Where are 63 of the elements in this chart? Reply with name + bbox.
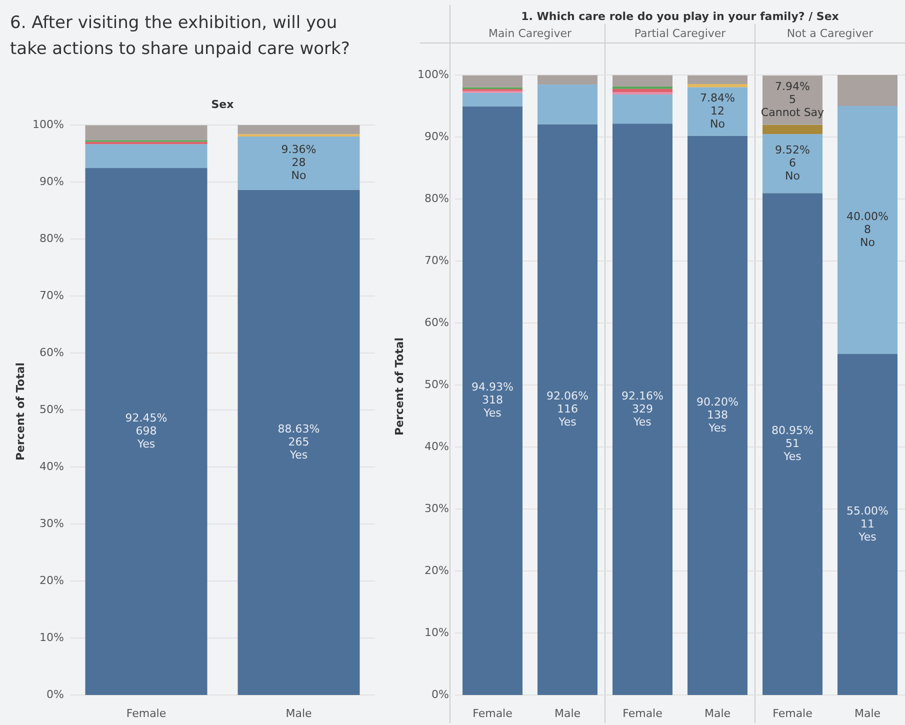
series-label: No (291, 169, 306, 182)
data-label: 92.45% 698 (125, 412, 168, 438)
data-label: 40.00% 8 (846, 210, 888, 236)
y-tick-label: 90% (424, 130, 449, 144)
y-tick-label: 0% (46, 688, 64, 702)
text: Yes (708, 421, 726, 434)
y-tick-label: 10% (424, 626, 449, 640)
x-tick-label: Male (286, 707, 312, 720)
data-label: 9.52% 6 (775, 144, 810, 170)
y-tick-label: 40% (424, 440, 449, 454)
data-label: 92.16% 329 (622, 389, 664, 416)
series-label: Yes (482, 406, 502, 420)
y-tick-label: 60% (424, 316, 449, 330)
text: Yes (634, 415, 652, 428)
data-label: 7.84% 12 (700, 91, 735, 118)
text: Yes (858, 530, 876, 544)
text: No (785, 170, 800, 183)
x-tick-label: Male (554, 707, 581, 720)
text: Yes (558, 416, 576, 429)
x-tick-label: Male (704, 707, 731, 720)
y-tick-label: 20% (40, 574, 64, 588)
y-axis-title: Percent of Total (14, 362, 27, 461)
y-tick-label: 60% (40, 346, 64, 360)
y-tick-label: 90% (40, 175, 64, 188)
y-tick-label: 30% (424, 502, 449, 516)
x-axis-title: 1. Which care role do you play in your family? / Sex (521, 10, 839, 23)
data-label: 80.95% 51 (772, 424, 814, 450)
data-label: 90.20% 138 (696, 395, 738, 422)
data-label: 7.94% 5 (775, 80, 810, 106)
y-tick-label: 40% (40, 460, 64, 474)
text: No (860, 236, 875, 250)
data-label: 94.93% 318 (472, 380, 514, 407)
y-tick-label: 20% (424, 564, 449, 578)
y-tick-label: 30% (40, 517, 64, 530)
series-label: No (710, 117, 726, 130)
y-tick-label: 50% (424, 378, 449, 392)
y-tick-label: 80% (424, 192, 449, 206)
text: Partial Caregiver (634, 27, 726, 40)
x-tick-label: Female (126, 707, 166, 720)
y-tick-label: 100% (32, 118, 64, 132)
y-tick-label: 50% (40, 403, 64, 416)
data-label: 92.06% 116 (546, 390, 588, 416)
data-label: 55.00% 11 (846, 504, 888, 531)
x-tick-label: Female (622, 707, 663, 720)
text: Yes (290, 448, 308, 462)
text: Main Caregiver (488, 27, 572, 40)
series-label: Yes (136, 438, 156, 451)
y-tick-label: 70% (40, 289, 64, 302)
x-tick-label: Female (472, 707, 513, 720)
y-tick-label: 80% (40, 232, 64, 246)
chart-title: 6. After visiting the exhibition, will you take actions to share unpaid care work? (10, 13, 350, 59)
y-tick-label: 100% (418, 68, 449, 82)
y-axis-title: Percent of Total (393, 337, 406, 436)
y-tick-label: 70% (424, 254, 449, 268)
x-tick-label: Male (854, 707, 881, 720)
y-tick-label: 0% (432, 688, 449, 702)
data-label: 88.63% 265 (278, 422, 320, 448)
y-tick-label: 10% (40, 631, 64, 644)
text: Not a Caregiver (786, 27, 874, 40)
text: Yes (784, 450, 802, 464)
x-axis-title: Sex (211, 98, 234, 111)
x-tick-label: Female (772, 707, 813, 720)
data-label: 9.36% 28 (281, 143, 316, 170)
